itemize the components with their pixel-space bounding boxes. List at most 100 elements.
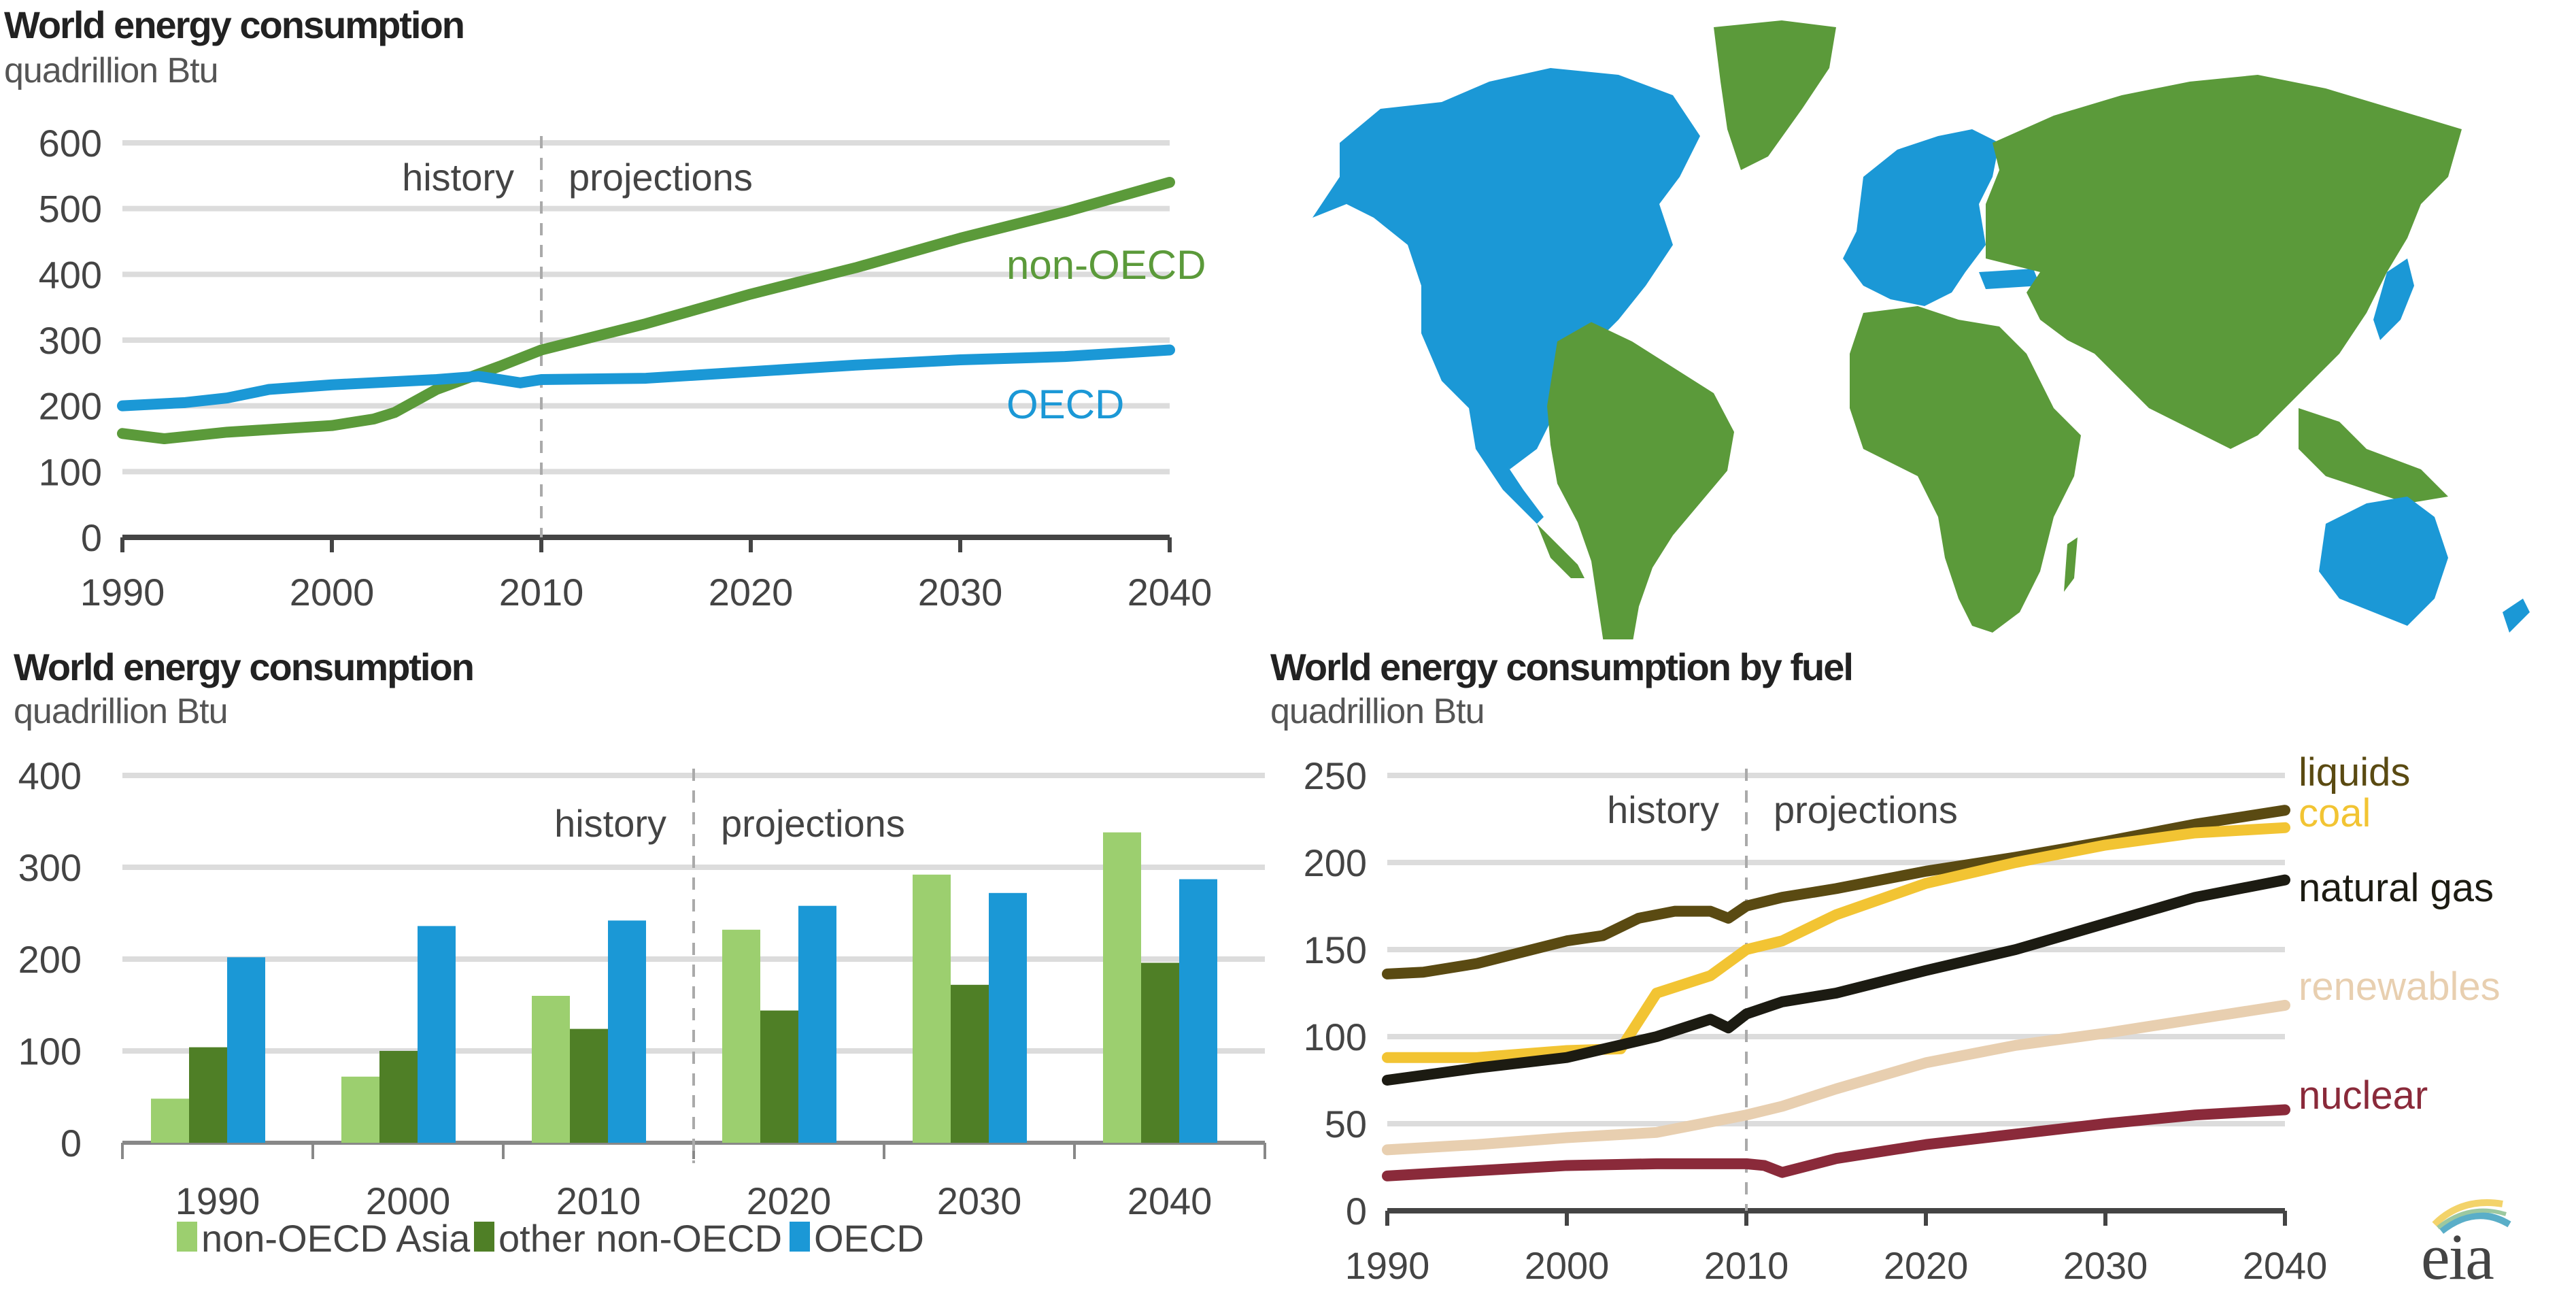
series-label-liquids: liquids: [2299, 750, 2410, 794]
bar-non-oecd-asia-2020: [722, 929, 760, 1143]
chart-title: World energy consumption: [4, 3, 465, 46]
chart-title: World energy consumption: [14, 646, 475, 688]
bar-non-oecd-asia-2000: [341, 1076, 379, 1143]
bar-chart-region: 0 100 200 300 400 1990 2000 2010 2020 2030 2040 his…: [18, 754, 1266, 1260]
y-tick-label: 100: [1304, 1016, 1367, 1058]
annotation-history: history: [402, 156, 514, 199]
world-map: [1312, 20, 2530, 639]
map-region-central-america: [1537, 524, 1584, 578]
eia-logo: eia: [2407, 1184, 2516, 1293]
map-region-mexico: [1469, 408, 1544, 524]
y-tick-label: 250: [1304, 754, 1367, 797]
bar-other-non-oecd-2040: [1141, 962, 1179, 1143]
bar-non-oecd-asia-2040: [1103, 832, 1141, 1143]
bar-oecd-2040: [1179, 879, 1217, 1143]
legend-swatch-non-oecd-asia: [177, 1222, 197, 1252]
bar-non-oecd-asia-2030: [913, 874, 951, 1143]
bar-other-non-oecd-2020: [760, 1010, 798, 1143]
map-region-north-america: [1312, 68, 1700, 469]
panel-by-fuel-line: World energy consumption by fuel quadril…: [1265, 639, 2576, 1306]
series-label-oecd: OECD: [1006, 382, 1124, 427]
annotation-projections: projections: [721, 802, 905, 845]
bar-non-oecd-asia-2010: [532, 996, 570, 1143]
map-region-new-zealand: [2503, 599, 2530, 633]
series-label-non-oecd: non-OECD: [1006, 242, 1206, 288]
y-tick-label: 0: [81, 516, 102, 559]
chart-title: World energy consumption by fuel: [1270, 646, 1854, 688]
bar-oecd-2030: [989, 892, 1027, 1143]
y-tick-label: 400: [39, 253, 102, 296]
annotation-projections: projections: [569, 156, 753, 199]
series-line-nuclear: [1382, 1104, 2290, 1182]
map-region-africa: [1850, 306, 2081, 633]
series-label-natural-gas: natural gas: [2299, 866, 2494, 910]
x-tick-label: 2030: [918, 571, 1003, 614]
series-line-non-oecd: [117, 177, 1175, 444]
y-tick-label: 100: [39, 450, 102, 493]
x-tick-label: 2000: [366, 1179, 451, 1222]
x-tick-label: 2030: [937, 1179, 1022, 1222]
bar-other-non-oecd-2000: [379, 1051, 418, 1143]
map-region-australia: [2319, 497, 2448, 626]
x-tick-label: 2040: [2243, 1244, 2328, 1287]
bar-other-non-oecd-2010: [570, 1028, 608, 1143]
x-tick-label: 2000: [1525, 1244, 1610, 1287]
x-tick-label: 2020: [709, 571, 794, 614]
legend-label-oecd: OECD: [814, 1217, 924, 1260]
map-region-eurasia: [1986, 75, 2462, 449]
chart-subtitle: quadrillion Btu: [14, 692, 228, 731]
chart-subtitle: quadrillion Btu: [1270, 692, 1485, 731]
bar-oecd-1990: [227, 957, 265, 1143]
annotation-history: history: [554, 802, 666, 845]
map-region-southeast-asia: [2299, 408, 2448, 503]
bar-oecd-2010: [608, 920, 646, 1143]
bar-non-oecd-asia-1990: [151, 1099, 189, 1143]
annotation-projections: projections: [1774, 788, 1958, 831]
panel-world-map: [1265, 0, 2576, 639]
y-tick-label: 500: [39, 188, 102, 231]
line-chart-fuel: 0 50 100 150 200 250 1990 2000 2010 2020 2030 2040 h…: [1304, 750, 2501, 1287]
y-tick-label: 0: [1346, 1190, 1367, 1233]
x-tick-label: 1990: [175, 1179, 260, 1222]
panel-total-by-region-line: World energy consumption quadrillion Btu…: [0, 0, 1278, 653]
chart-subtitle: quadrillion Btu: [4, 51, 219, 90]
series-label-coal: coal: [2299, 791, 2371, 835]
map-region-madagascar: [2064, 537, 2078, 592]
x-tick-label: 2010: [556, 1179, 641, 1222]
x-tick-label: 2010: [499, 571, 584, 614]
x-tick-label: 2000: [290, 571, 375, 614]
series-label-nuclear: nuclear: [2299, 1073, 2428, 1118]
legend-swatch-other-non-oecd: [474, 1222, 494, 1252]
map-region-turkey: [1979, 269, 2040, 289]
x-tick-label: 2040: [1128, 571, 1213, 614]
y-tick-label: 200: [1304, 841, 1367, 884]
eia-logo-swoosh-icon: [2432, 1199, 2511, 1234]
y-tick-label: 300: [18, 846, 82, 889]
y-tick-label: 100: [18, 1030, 82, 1073]
bar-other-non-oecd-1990: [189, 1047, 227, 1143]
legend-label-other-non-oecd: other non-OECD: [498, 1217, 782, 1260]
map-region-europe: [1843, 129, 1999, 306]
series-line-natural-gas: [1382, 874, 2290, 1086]
x-tick-label: 2020: [1884, 1244, 1969, 1287]
y-tick-label: 50: [1325, 1103, 1367, 1145]
x-tick-label: 1990: [80, 571, 165, 614]
legend-swatch-oecd: [790, 1222, 810, 1252]
bar-other-non-oecd-2030: [951, 984, 989, 1143]
series-line-oecd: [117, 344, 1175, 412]
x-tick-label: 1990: [1345, 1244, 1430, 1287]
y-tick-label: 200: [18, 938, 82, 981]
legend-label-non-oecd-asia: non-OECD Asia: [201, 1217, 471, 1260]
y-tick-label: 400: [18, 754, 82, 797]
series-line-renewables: [1382, 999, 2290, 1156]
x-tick-label: 2020: [747, 1179, 832, 1222]
map-region-greenland: [1714, 20, 1836, 170]
bar-oecd-2000: [418, 926, 456, 1143]
map-region-south-america: [1547, 322, 1734, 639]
x-tick-label: 2040: [1128, 1179, 1213, 1222]
x-tick-label: 2030: [2063, 1244, 2148, 1287]
y-tick-label: 300: [39, 319, 102, 362]
panel-total-by-region-bars: World energy consumption quadrillion Btu…: [0, 639, 1278, 1306]
x-tick-label: 2010: [1704, 1244, 1789, 1287]
line-chart-region: 0 100 200 300 400 500 600 1990 2000 2010 2020 2030 2…: [39, 122, 1213, 614]
